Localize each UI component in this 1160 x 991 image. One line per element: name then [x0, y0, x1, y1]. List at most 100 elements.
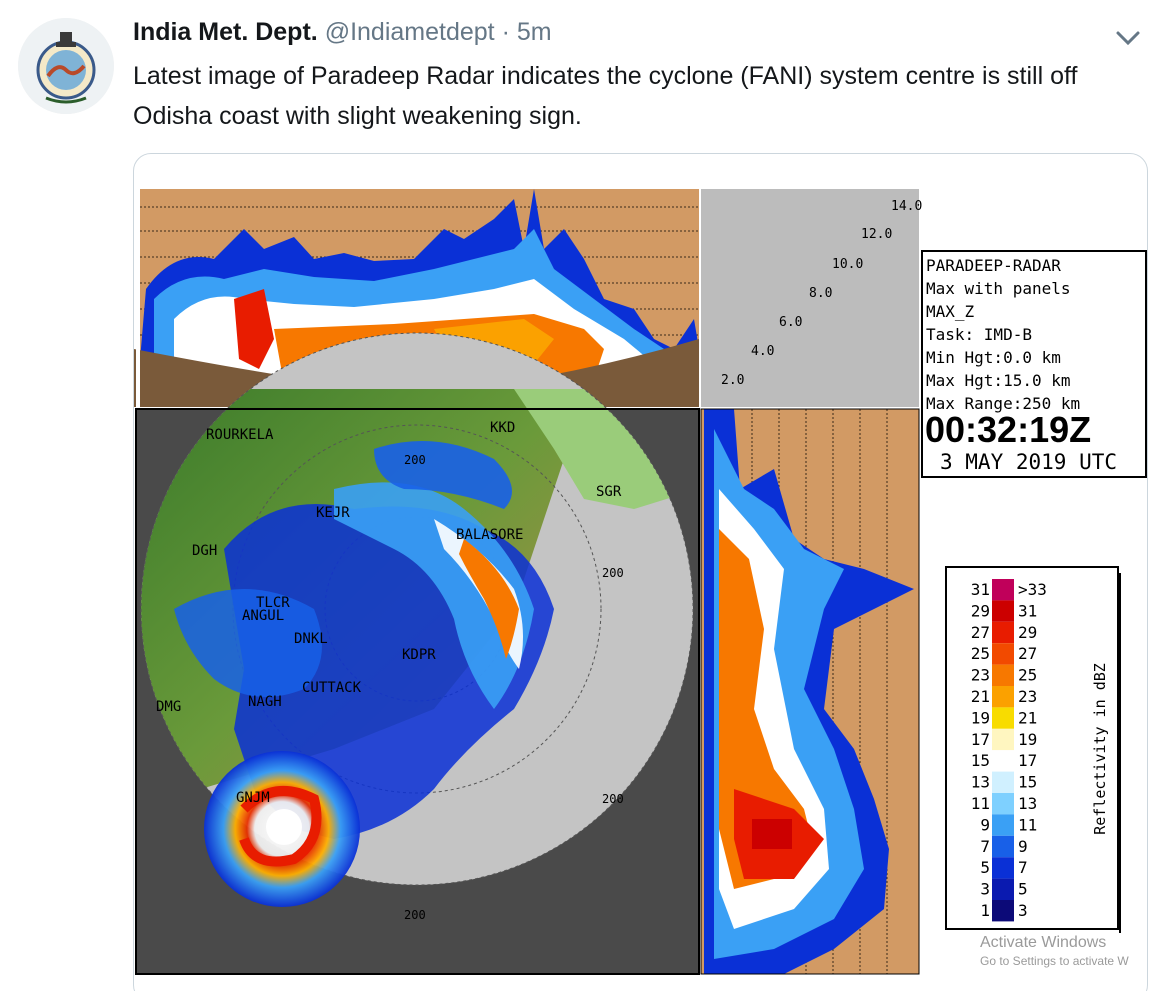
- legend-color-swatch: [992, 664, 1014, 686]
- legend-color-swatch: [992, 900, 1014, 922]
- legend-low-value: 31: [971, 580, 990, 599]
- legend-high-value: 17: [1018, 751, 1037, 770]
- watermark-line1: Activate Windows: [980, 934, 1107, 951]
- legend-color-swatch: [992, 793, 1014, 815]
- imd-emblem-icon: [18, 18, 114, 114]
- legend-high-value: 29: [1018, 623, 1037, 642]
- ring-label-south: 200: [404, 908, 426, 922]
- info-min-height: Min Hgt:0.0 km: [926, 348, 1061, 367]
- height-tick-12: 12.0: [861, 227, 892, 242]
- legend-high-value: 5: [1018, 880, 1028, 899]
- side-cross-section: [700, 408, 920, 975]
- chevron-down-icon[interactable]: [1112, 24, 1144, 52]
- legend-high-value: 23: [1018, 687, 1037, 706]
- tweet-media-card[interactable]: 14.0 12.0 10.0 8.0 6.0 4.0 2.0: [133, 153, 1148, 991]
- legend-low-value: 19: [971, 708, 990, 727]
- legend-title: Reflectivity in dBZ: [1091, 663, 1109, 835]
- legend-high-value: 19: [1018, 730, 1037, 749]
- height-tick-2: 2.0: [721, 373, 744, 388]
- tweet-timestamp[interactable]: 5m: [516, 18, 552, 46]
- legend-color-swatch: [992, 835, 1014, 858]
- legend-high-value: 15: [1018, 773, 1037, 792]
- author-name[interactable]: India Met. Dept.: [133, 18, 318, 46]
- city-kkd: KKD: [490, 420, 515, 436]
- legend-low-value: 25: [971, 644, 990, 663]
- legend-low-value: 15: [971, 751, 990, 770]
- author-handle[interactable]: @Indiametdept: [324, 18, 495, 46]
- ppi-map: ROURKELA KKD SGR KEJR BALASORE DGH TLCR …: [135, 332, 700, 975]
- legend-high-value: 21: [1018, 708, 1037, 727]
- legend-high-value: 9: [1018, 837, 1028, 856]
- legend-high-value: 13: [1018, 794, 1037, 813]
- info-time: 00:32:19Z: [925, 409, 1091, 450]
- activate-windows-watermark: Activate Windows Go to Settings to activ…: [980, 934, 1129, 968]
- city-kdpr: KDPR: [402, 647, 436, 663]
- city-angul: ANGUL: [242, 608, 284, 624]
- height-scale-panel: 14.0 12.0 10.0 8.0 6.0 4.0 2.0: [701, 189, 922, 407]
- info-max-range: Max Range:250 km: [926, 394, 1080, 413]
- city-dgh: DGH: [192, 543, 217, 559]
- city-sgr: SGR: [596, 484, 622, 500]
- radar-image: 14.0 12.0 10.0 8.0 6.0 4.0 2.0: [134, 189, 1147, 975]
- legend-low-value: 5: [980, 858, 990, 877]
- info-task: Task: IMD-B: [926, 325, 1032, 344]
- legend-high-value: 7: [1018, 858, 1028, 877]
- city-dnkl: DNKL: [294, 631, 328, 647]
- city-gnjm: GNJM: [236, 790, 270, 806]
- info-product: Max with panels: [926, 279, 1071, 298]
- radar-info-box: PARADEEP-RADAR Max with panels MAX_Z Tas…: [921, 250, 1147, 478]
- info-max-z: MAX_Z: [926, 302, 975, 321]
- legend-color-swatch: [992, 579, 1014, 601]
- watermark-line2: Go to Settings to activate W: [980, 954, 1129, 968]
- info-radar-name: PARADEEP-RADAR: [926, 256, 1061, 275]
- legend-low-value: 9: [980, 815, 990, 834]
- city-tlcr: TLCR: [256, 595, 290, 611]
- legend-color-swatch: [992, 621, 1014, 644]
- city-nagh: NAGH: [248, 694, 282, 710]
- city-cuttack: CUTTACK: [302, 680, 362, 696]
- legend-low-value: 27: [971, 623, 990, 642]
- tweet-author-line: India Met. Dept. @Indiametdept · 5m: [133, 18, 552, 47]
- legend-color-swatch: [992, 857, 1014, 879]
- legend-low-value: 21: [971, 687, 990, 706]
- info-max-height: Max Hgt:15.0 km: [926, 371, 1071, 390]
- avatar[interactable]: [18, 18, 114, 114]
- legend-high-value: 3: [1018, 901, 1028, 920]
- legend-low-value: 11: [971, 794, 990, 813]
- height-tick-14: 14.0: [891, 199, 922, 214]
- legend-color-swatch: [992, 600, 1014, 622]
- separator-dot: ·: [501, 18, 510, 46]
- legend-low-value: 23: [971, 666, 990, 685]
- height-tick-6: 6.0: [779, 315, 802, 330]
- height-tick-8: 8.0: [809, 286, 832, 301]
- legend-low-value: 7: [980, 837, 990, 856]
- legend-high-value: >33: [1018, 580, 1047, 599]
- legend-color-swatch: [992, 728, 1014, 751]
- legend-low-value: 3: [980, 880, 990, 899]
- height-tick-10: 10.0: [832, 257, 863, 272]
- legend-color-swatch: [992, 750, 1014, 772]
- city-rourkela: ROURKELA: [206, 427, 274, 443]
- legend-low-value: 13: [971, 773, 990, 792]
- legend-low-value: 1: [980, 901, 990, 920]
- legend-color-swatch: [992, 707, 1014, 729]
- ring-label-north: 200: [404, 453, 426, 467]
- ring-label-east: 200: [602, 566, 624, 580]
- city-balasore: BALASORE: [456, 527, 523, 543]
- legend-color-swatch: [992, 771, 1014, 793]
- city-dmg: DMG: [156, 699, 181, 715]
- legend-color-swatch: [992, 686, 1014, 708]
- info-date: 3 MAY 2019 UTC: [940, 450, 1117, 474]
- legend-high-value: 25: [1018, 666, 1037, 685]
- tweet-text: Latest image of Paradeep Radar indicates…: [133, 62, 1078, 130]
- legend-low-value: 17: [971, 730, 990, 749]
- legend-color-swatch: [992, 643, 1014, 665]
- legend-low-value: 29: [971, 601, 990, 620]
- legend-high-value: 11: [1018, 815, 1037, 834]
- legend-color-swatch: [992, 878, 1014, 900]
- ring-label-southeast: 200: [602, 792, 624, 806]
- height-tick-4: 4.0: [751, 344, 774, 359]
- legend-high-value: 27: [1018, 644, 1037, 663]
- legend-high-value: 31: [1018, 601, 1037, 620]
